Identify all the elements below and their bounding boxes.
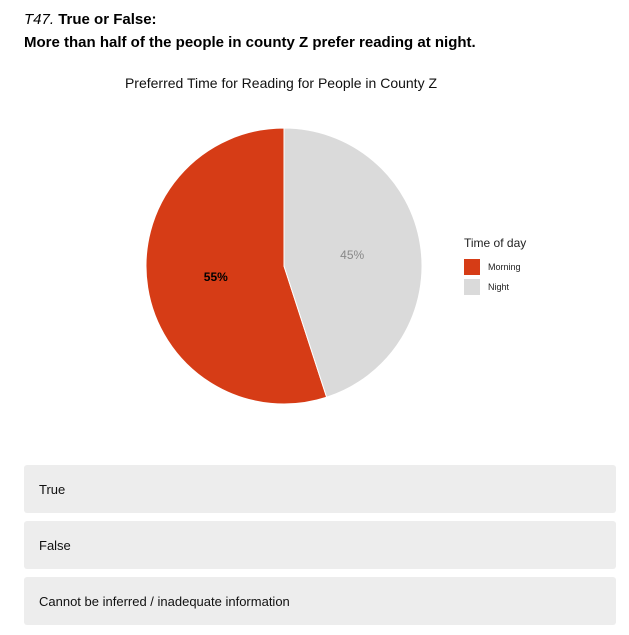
pie-slice-morning	[145, 127, 328, 405]
option-false[interactable]: False	[24, 521, 616, 569]
option-cannot-be-inferred[interactable]: Cannot be inferred / inadequate informat…	[24, 577, 616, 625]
question-type: True or False:	[58, 11, 157, 28]
option-true[interactable]: True	[24, 465, 616, 513]
legend-title: Time of day	[464, 236, 527, 250]
pie-chart: 55% 45%	[145, 127, 423, 405]
legend-label-night: Night	[488, 282, 510, 292]
pie-label-night: 45%	[340, 248, 364, 262]
chart-title: Preferred Time for Reading for People in…	[124, 75, 438, 91]
pie-label-morning: 55%	[204, 270, 228, 284]
chart-legend: Time of day Morning Night	[464, 236, 526, 297]
legend-swatch-night	[464, 279, 480, 295]
question-statement: More than half of the people in county Z…	[24, 34, 476, 51]
legend-swatch-morning	[464, 259, 480, 275]
question-number: T47.	[24, 11, 55, 28]
pie-slice-night	[283, 127, 423, 398]
legend-item-morning: Morning	[464, 257, 526, 277]
question-block: T47. True or False: More than half of th…	[24, 8, 614, 54]
question-header: T47. True or False:	[24, 8, 614, 31]
legend-item-night: Night	[464, 277, 526, 297]
legend-label-morning: Morning	[488, 262, 521, 272]
answer-options: True False Cannot be inferred / inadequa…	[24, 465, 616, 633]
